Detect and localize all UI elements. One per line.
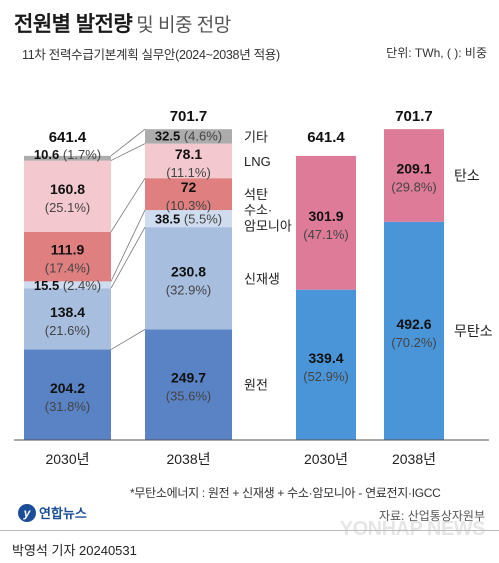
label-carbon-1-share: (29.8%) — [391, 179, 437, 194]
bar-nuclear-0 — [24, 349, 111, 440]
label-lng-1-value: 78.1 — [175, 146, 202, 162]
series-label-hydrogen: 수소· 암모니아 — [244, 203, 292, 234]
label-hydrogen-0: 15.5 (2.4%) — [34, 278, 101, 293]
connector-lng — [110, 143, 146, 161]
label-carbon_free-1-value: 492.6 — [396, 316, 431, 332]
label-renewable-0-share: (21.6%) — [45, 323, 91, 338]
bar-carbon_free-1 — [384, 221, 444, 440]
total-right-1: 701.7 — [395, 108, 433, 125]
title-row: 전원별 발전량 및 비중 전망 — [14, 8, 231, 38]
label-coal-0-share: (17.4%) — [45, 261, 91, 276]
connector-nuclear — [110, 329, 146, 350]
label-renewable-1-value: 230.8 — [171, 263, 206, 279]
bar-carbon-0 — [296, 155, 356, 290]
footnote: *무탄소에너지 : 원전 + 신재생 + 수소·암모니아 - 연료전지·IGCC — [130, 486, 441, 500]
bar-coal-1 — [145, 178, 232, 211]
category-left-0: 2030년 — [45, 451, 89, 467]
series-label-nuclear: 원전 — [244, 378, 268, 393]
label-lng-0-value: 160.8 — [50, 181, 85, 197]
total-right-0: 641.4 — [307, 129, 345, 146]
label-carbon-1-value: 209.1 — [396, 160, 431, 176]
label-coal-0-value: 111.9 — [51, 242, 85, 258]
connector-other — [110, 128, 146, 157]
series-label-renewable: 신재생 — [244, 271, 280, 286]
series-label-carbon_free: 무탄소 — [454, 323, 493, 339]
bar-lng-0 — [24, 160, 111, 232]
series-label-coal: 석탄 — [244, 187, 268, 202]
label-lng-1-share: (11.1%) — [166, 165, 211, 180]
bar-carbon-1 — [384, 129, 444, 222]
source-label: 자료: 산업통상자원부 — [378, 509, 485, 523]
category-left-1: 2038년 — [166, 451, 210, 467]
label-coal-1-value: 72 — [181, 179, 197, 195]
bar-carbon_free-0 — [296, 289, 356, 440]
category-right-0: 2030년 — [304, 451, 348, 467]
label-carbon_free-0-share: (52.9%) — [303, 369, 349, 384]
bar-hydrogen-1 — [145, 210, 232, 228]
connector-coal — [110, 177, 146, 233]
chart-title-suffix: 및 비중 전망 — [136, 15, 231, 36]
bar-other-1 — [145, 129, 232, 144]
label-other-1: 32.5 (4.6%) — [155, 128, 222, 143]
series-label-other: 기타 — [244, 129, 268, 144]
connector-renewable — [110, 226, 146, 289]
bar-renewable-0 — [24, 288, 111, 350]
connector-hydrogen — [110, 209, 146, 282]
chart-title: 전원별 발전량 — [14, 13, 133, 36]
bar-coal-0 — [24, 231, 111, 282]
yonhap-logo: y 연합뉴스 — [18, 503, 87, 522]
bar-renewable-1 — [145, 227, 232, 330]
label-carbon_free-0-value: 339.4 — [308, 350, 343, 366]
total-left-0: 641.4 — [49, 129, 87, 146]
series-label-lng: LNG — [244, 154, 271, 169]
label-nuclear-1-value: 249.7 — [171, 370, 206, 386]
label-carbon-0-share: (47.1%) — [303, 227, 349, 242]
bar-nuclear-1 — [145, 329, 232, 440]
chart-area: 204.2 (31.8%) 138.4 (21.6%) 15.5 (2.4%) 111.9… — [14, 108, 493, 467]
label-other-0: 10.6 (1.7%) — [34, 147, 101, 162]
chart-subtitle: 11차 전력수급기본계획 실무안(2024~2038년 적용) — [22, 48, 280, 62]
label-nuclear-1-share: (35.6%) — [166, 389, 212, 404]
label-renewable-1-share: (32.9%) — [166, 282, 212, 297]
label-carbon_free-1-share: (70.2%) — [391, 335, 437, 350]
bar-hydrogen-0 — [24, 281, 111, 289]
bar-other-0 — [24, 155, 111, 161]
label-nuclear-0-share: (31.8%) — [45, 399, 91, 414]
yonhap-logo-icon: y — [18, 503, 36, 522]
label-hydrogen-1: 38.5 (5.5%) — [155, 212, 222, 227]
watermark: YONHAP NEWS — [339, 518, 486, 540]
footer-divider — [0, 530, 499, 531]
bar-lng-1 — [145, 143, 232, 179]
label-coal-1-share: (10.3%) — [166, 198, 212, 213]
unit-label: 단위: TWh, ( ): 비중 — [386, 46, 487, 60]
label-lng-0-share: (25.1%) — [45, 200, 91, 215]
series-label-carbon: 탄소 — [454, 167, 480, 183]
label-renewable-0-value: 138.4 — [50, 304, 85, 320]
reporter-credit: 박영석 기자 20240531 — [12, 543, 137, 558]
total-left-1: 701.7 — [170, 108, 208, 125]
label-nuclear-0-value: 204.2 — [50, 380, 85, 396]
logo-text: 연합뉴스 — [39, 506, 87, 521]
label-carbon-0-value: 301.9 — [308, 208, 343, 224]
category-right-1: 2038년 — [392, 451, 436, 467]
